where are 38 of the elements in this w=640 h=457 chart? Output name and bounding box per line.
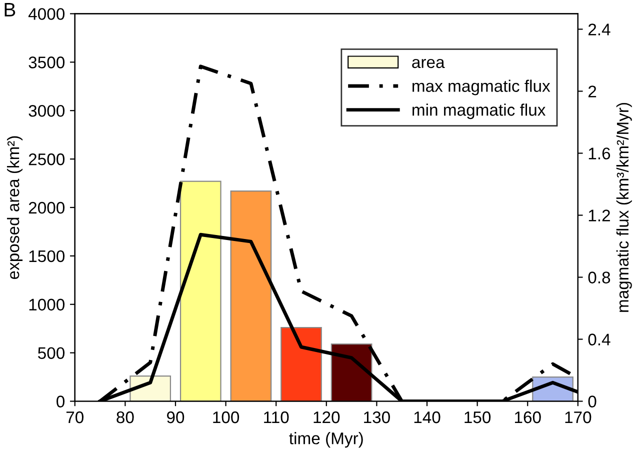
y2-tick-label: 0.4	[588, 334, 610, 346]
y-tick-label: 2500	[28, 153, 65, 166]
y2-tick-label: 2.4	[588, 24, 610, 36]
y2-tick-label: 1.6	[588, 148, 610, 160]
bar	[180, 180, 222, 402]
x-tick-label: 120	[314, 411, 340, 424]
y-axis-title: exposed area (km²)	[6, 136, 23, 280]
x-tick-label: 110	[264, 411, 289, 424]
x-tick-label: 100	[213, 411, 240, 424]
y-tick-label: 1500	[29, 250, 65, 262]
y-tick-label: 2000	[28, 202, 65, 214]
x-axis-title: time (Myr)	[289, 432, 363, 448]
x-tick-label: 170	[565, 411, 592, 424]
legend-label: max magmatic flux	[412, 80, 550, 96]
y-tick-label: 3000	[28, 104, 65, 117]
bar	[330, 344, 372, 402]
y-tick-label: 1000	[29, 298, 65, 311]
x-tick-label: 150	[464, 411, 491, 424]
legend-label: min magmatic flux	[412, 104, 546, 120]
text: B	[4, 3, 16, 16]
x-tick-label: 130	[364, 411, 390, 424]
x-tick-label: 160	[514, 411, 541, 424]
bar	[280, 327, 322, 402]
y2-tick-label: 0	[588, 396, 596, 408]
x-tick-label: 140	[414, 411, 440, 424]
y2-axis-title: magmatic flux (km³/km²/Myr)	[616, 102, 632, 312]
y-tick-label: 4000	[28, 8, 65, 20]
y2-tick-label: 1.2	[588, 210, 610, 222]
x-tick-label: 80	[116, 411, 134, 424]
x-tick-label: 70	[66, 411, 84, 424]
legend-label: area	[412, 58, 445, 68]
y-tick-label: 3500	[28, 56, 65, 68]
y2-tick-label: 2	[588, 86, 596, 98]
y2-tick-label: 0.8	[588, 272, 610, 284]
bar	[230, 190, 272, 402]
y-tick-label: 500	[38, 347, 65, 360]
x-tick-label: 90	[167, 411, 184, 424]
y-tick-label: 0	[56, 396, 65, 408]
